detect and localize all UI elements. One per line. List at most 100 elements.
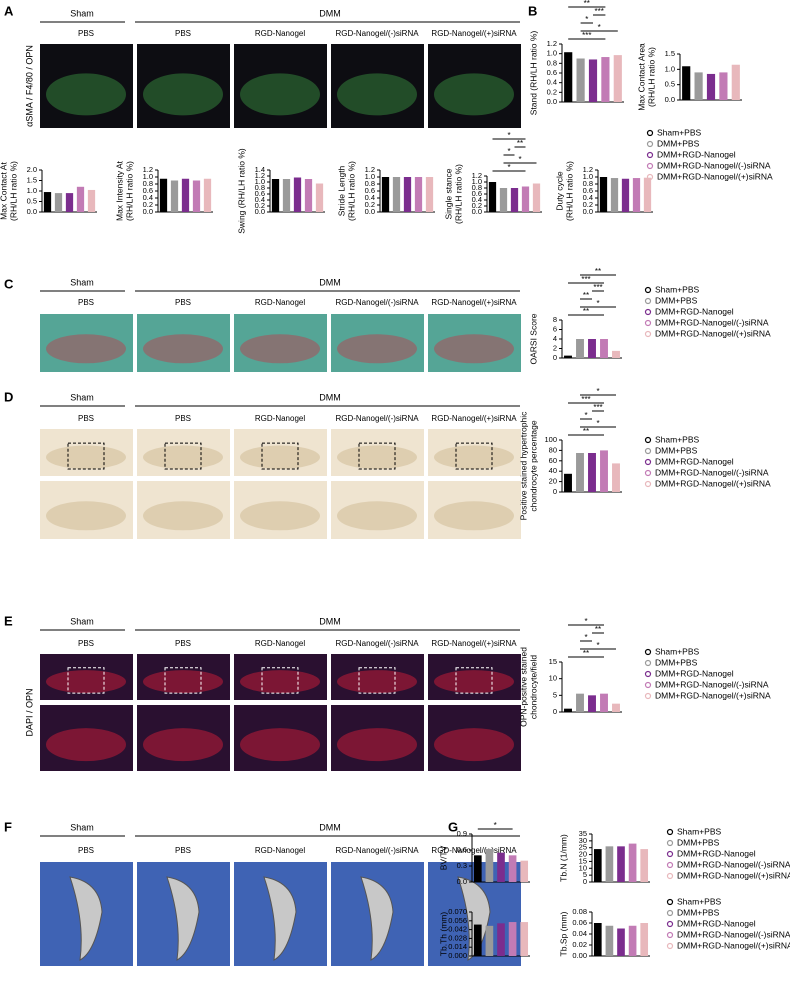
- y-tick-label: 1.0: [255, 177, 265, 186]
- y-axis-label: (RH/LH ratio %): [346, 161, 356, 221]
- micrograph: [137, 705, 230, 771]
- bar: [576, 693, 584, 712]
- y-tick-label: 0.00: [572, 951, 587, 960]
- y-tick-label: 2.0: [27, 165, 37, 174]
- bar: [593, 923, 602, 956]
- legend-marker: [666, 942, 674, 950]
- y-tick-label: 15: [549, 657, 557, 666]
- significance-label: ***: [581, 395, 590, 404]
- significance-label: *: [596, 641, 599, 650]
- y-tick-label: 1.0: [547, 49, 557, 58]
- micrograph: [234, 44, 327, 128]
- y-tick-label: 20: [579, 850, 587, 859]
- legend-label: DMM+PBS: [677, 907, 720, 917]
- y-tick-label: 0.0: [583, 207, 593, 216]
- bar: [706, 73, 716, 100]
- tissue: [434, 73, 514, 116]
- micrograph: [428, 44, 521, 128]
- column-label: PBS: [78, 298, 94, 307]
- bar: [485, 925, 494, 956]
- y-tick-label: 20: [549, 477, 557, 486]
- group-header: DMM: [319, 822, 341, 832]
- y-axis-label: Swing (RH/LH ratio %): [236, 148, 246, 234]
- bar: [601, 57, 610, 102]
- y-tick-label: 0.6: [143, 186, 153, 195]
- significance-label: *: [584, 633, 587, 642]
- bar: [271, 179, 280, 212]
- column-label: RGD-Nanogel/(-)siRNA: [335, 414, 419, 423]
- y-tick-label: 0.02: [572, 940, 587, 949]
- y-axis-label: OARSI Score: [528, 313, 538, 364]
- y-tick-label: 0.04: [572, 929, 587, 938]
- y-tick-label: 1.2: [547, 39, 557, 48]
- tissue: [434, 501, 514, 531]
- y-tick-label: 0.4: [365, 193, 375, 202]
- y-tick-label: 0.0: [27, 207, 37, 216]
- zoom-box: [164, 667, 202, 694]
- significance-label: *: [518, 155, 521, 164]
- y-axis-label: BV/TV: [438, 845, 448, 870]
- y-tick-label: 0.8: [255, 183, 265, 192]
- micrograph: [234, 654, 327, 700]
- significance-label: **: [584, 0, 590, 8]
- y-tick-label: 0.000: [448, 951, 467, 960]
- bar: [508, 922, 517, 956]
- zoom-box: [455, 442, 493, 470]
- tissue: [337, 73, 417, 116]
- bone-render: [69, 876, 103, 961]
- legend-marker: [644, 659, 652, 667]
- y-tick-label: 1.0: [472, 177, 482, 186]
- column-label: PBS: [78, 639, 94, 648]
- micrograph: [234, 481, 327, 539]
- bar: [600, 693, 608, 712]
- legend-marker: [644, 469, 652, 477]
- micrograph: [40, 481, 133, 539]
- tissue: [434, 728, 514, 762]
- legend-label: Sham+PBS: [677, 826, 722, 836]
- column-label: RGD-Nanogel: [255, 298, 305, 307]
- y-axis-label: (RH/LH ratio %): [646, 47, 656, 107]
- group-header: Sham: [70, 392, 94, 402]
- bar: [315, 183, 324, 212]
- bar: [43, 192, 52, 212]
- significance-label: *: [596, 387, 599, 396]
- legend-label: DMM+PBS: [655, 657, 698, 667]
- significance-label: **: [583, 307, 589, 316]
- micrograph: [331, 654, 424, 700]
- bar: [719, 72, 728, 100]
- group-header: DMM: [319, 8, 341, 18]
- legend-label: DMM+RGD-Nanogel: [655, 456, 734, 466]
- bar: [600, 450, 608, 492]
- zoom-box: [261, 667, 299, 694]
- y-tick-label: 0.6: [583, 186, 593, 195]
- tissue: [434, 445, 514, 469]
- bar: [159, 178, 168, 212]
- tissue: [337, 445, 417, 469]
- y-tick-label: 1.2: [583, 165, 593, 174]
- y-tick-label: 1.4: [255, 165, 265, 174]
- significance-label: *: [585, 15, 588, 24]
- y-axis-label: OPN-positive stained: [518, 647, 528, 727]
- bar: [612, 463, 620, 492]
- y-tick-label: 6: [553, 324, 557, 333]
- bar: [628, 843, 637, 882]
- y-tick-label: 0.8: [583, 179, 593, 188]
- bar: [564, 708, 572, 712]
- group-header: Sham: [70, 277, 94, 287]
- y-tick-label: 0.2: [365, 200, 375, 209]
- y-tick-label: 0.4: [583, 193, 593, 202]
- y-tick-label: 1.5: [665, 49, 675, 58]
- tissue: [143, 670, 223, 694]
- column-label: PBS: [78, 846, 94, 855]
- legend-label: Sham+PBS: [655, 646, 700, 656]
- column-label: RGD-Nanogel/(+)siRNA: [431, 414, 517, 423]
- tissue: [46, 728, 126, 762]
- column-label: PBS: [78, 414, 94, 423]
- bar: [392, 177, 401, 212]
- y-tick-label: 0.2: [547, 87, 557, 96]
- legend-marker: [666, 828, 674, 836]
- zoom-box: [67, 667, 105, 694]
- y-tick-label: 15: [579, 856, 587, 865]
- y-tick-label: 1.0: [143, 172, 153, 181]
- significance-label: *: [598, 23, 601, 32]
